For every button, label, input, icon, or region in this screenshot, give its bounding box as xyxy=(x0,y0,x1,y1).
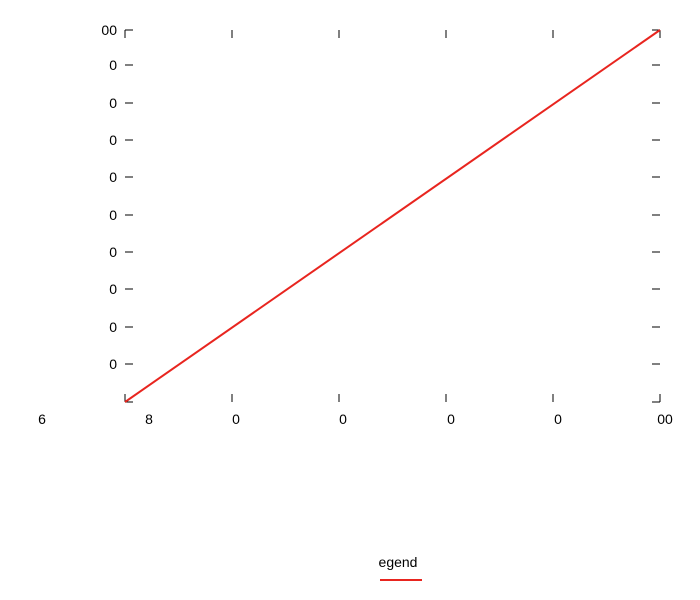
y-tick-label: 0 xyxy=(109,169,117,185)
x-tick-label: 8 xyxy=(145,411,153,427)
series-line-0 xyxy=(124,29,661,403)
y-tick-label: 0 xyxy=(109,244,117,260)
y-tick-label: 0 xyxy=(109,281,117,297)
x-tick-label: 0 xyxy=(232,411,240,427)
x-tick-labels: 6 8 0 0 0 0 00 xyxy=(38,411,673,427)
y-tick-label: 0 xyxy=(109,95,117,111)
axis-ticks xyxy=(124,29,661,403)
x-tick-label: 0 xyxy=(339,411,347,427)
x-tick-label: 0 xyxy=(554,411,562,427)
y-tick-label: 0 xyxy=(109,132,117,148)
y-tick-label: 0 xyxy=(109,207,117,223)
x-tick-label: 0 xyxy=(447,411,455,427)
legend: egend xyxy=(379,554,422,581)
y-tick-label: 00 xyxy=(101,22,117,38)
y-tick-label: 0 xyxy=(109,356,117,372)
series-layer xyxy=(124,29,661,403)
legend-label: egend xyxy=(379,554,418,570)
y-tick-label: 0 xyxy=(109,57,117,73)
x-tick-label: 6 xyxy=(38,411,46,427)
y-tick-label: 0 xyxy=(109,319,117,335)
x-tick-label: 00 xyxy=(657,411,673,427)
